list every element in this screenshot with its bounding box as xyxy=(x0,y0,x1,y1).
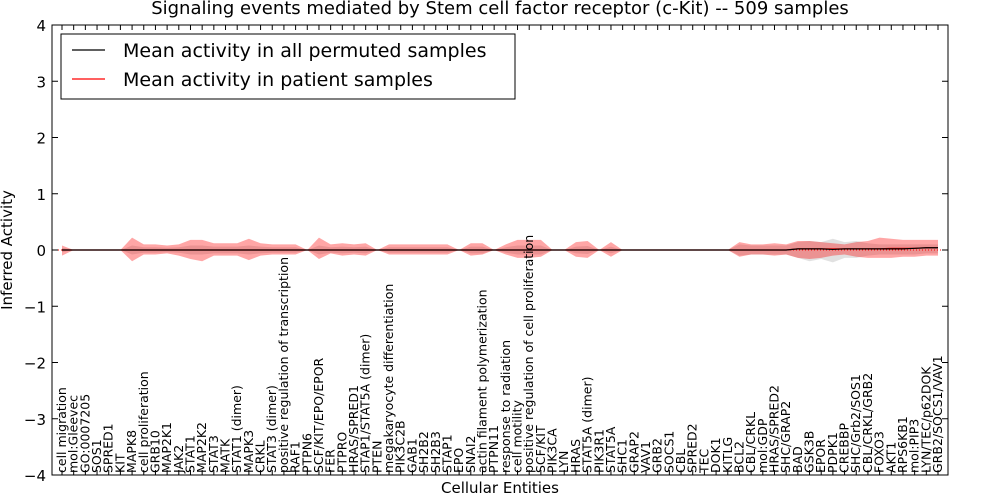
x-tick-label: PTPN6 xyxy=(299,433,314,473)
y-tick-label: 1 xyxy=(36,186,46,204)
plot-frame xyxy=(51,24,949,476)
x-tick-label: cell proliferation xyxy=(136,371,151,473)
x-tick-label: CREBBP xyxy=(837,423,852,473)
x-tick-label: LYN/TEC/p62DOK xyxy=(918,366,933,473)
x-tick-label: STAT5A (dimer) xyxy=(580,377,595,473)
x-tick-label: SHC1 xyxy=(615,439,630,473)
x-tick-label: SHC/Grb2/SOS1 xyxy=(848,374,863,473)
x-tick-label: mol:GDP xyxy=(755,418,770,473)
x-tick-label: SCF/KIT/EPO/EPOR xyxy=(311,357,326,473)
x-tick-label: CBL xyxy=(673,449,688,473)
plot-area xyxy=(52,237,948,263)
x-tick-label: PTEN xyxy=(369,441,384,473)
x-tick-label: HRAS/SPRED1 xyxy=(346,385,361,473)
y-tick-label: 2 xyxy=(36,130,46,148)
x-tick-label: GRB2 xyxy=(650,438,665,473)
legend-label-permuted: Mean activity in all permuted samples xyxy=(123,40,486,62)
series-line-permuted xyxy=(62,247,938,251)
x-tick-label: SPRED1 xyxy=(101,423,116,473)
x-tick-label: SPRED2 xyxy=(685,423,700,473)
x-axis: cell migrationmol:GleevecGO:0007205SOS1S… xyxy=(54,25,945,475)
x-tick-label: CRKL xyxy=(253,440,268,473)
x-tick-label: mol:PIP3 xyxy=(907,419,922,473)
x-tick-label: FOXO3 xyxy=(872,431,887,473)
x-tick-label: LYN xyxy=(556,451,571,473)
y-tick-label: 4 xyxy=(36,17,46,35)
x-tick-label: SCF/KIT xyxy=(533,425,548,473)
x-tick-label: GRB2/SOCS1/VAV1 xyxy=(930,355,945,473)
x-tick-label: MAP2K2 xyxy=(194,422,209,473)
legend-box xyxy=(60,33,516,100)
y-axis: −4 −3 −2 −1 0 1 2 3 4 xyxy=(24,17,948,485)
x-tick-label: HRAS/SPRED2 xyxy=(766,385,781,473)
x-tick-label: MAPK8 xyxy=(124,430,139,473)
x-tick-label: TEC xyxy=(696,448,711,474)
x-tick-label: SOCS1 xyxy=(661,431,676,473)
y-tick-label: −3 xyxy=(24,411,46,429)
x-tick-label: JAK2 xyxy=(171,445,186,474)
x-tick-label: STAT3 (dimer) xyxy=(264,385,279,473)
x-tick-label: PTPRO xyxy=(334,432,349,473)
y-tick-label: −2 xyxy=(24,355,46,373)
x-tick-label: HRAS xyxy=(568,439,583,473)
x-tick-label: cell migration xyxy=(54,387,69,473)
y-tick-label: 0 xyxy=(36,242,46,260)
x-axis-label: Cellular Entities xyxy=(441,479,559,497)
x-tick-label: positive regulation of cell proliferatio… xyxy=(521,235,536,473)
x-tick-label: megakaryocyte differentiation xyxy=(381,284,396,473)
y-axis-label: Inferred Activity xyxy=(0,190,16,310)
x-tick-label: GRB10 xyxy=(147,430,162,473)
x-tick-label: GO:0007205 xyxy=(77,394,92,473)
x-tick-label: MATK xyxy=(218,438,233,473)
x-tick-label: mol:Gleevec xyxy=(66,395,81,473)
x-tick-label: PIK3R1 xyxy=(591,429,606,473)
x-tick-label: SOS1 xyxy=(89,439,104,473)
x-tick-label: GSK3B xyxy=(802,431,817,473)
x-tick-label: DOK1 xyxy=(708,437,723,473)
x-tick-label: STAT1 (dimer) xyxy=(229,385,244,473)
x-tick-label: response to radiation xyxy=(498,340,513,473)
x-tick-label: PDPK1 xyxy=(825,432,840,473)
x-tick-label: positive regulation of transcription xyxy=(276,257,291,473)
x-tick-label: VAV1 xyxy=(638,441,653,473)
x-tick-label: KITLG xyxy=(720,437,735,473)
x-tick-label: RAF1 xyxy=(288,441,303,473)
x-tick-label: SNAI2 xyxy=(463,436,478,473)
x-tick-label: RPS6KB1 xyxy=(895,416,910,473)
x-tick-label: STAT5A xyxy=(603,426,618,473)
y-tick-label: 3 xyxy=(36,73,46,91)
x-tick-label: PIK3CA xyxy=(545,428,560,473)
x-tick-label: actin filament polymerization xyxy=(474,289,489,473)
x-tick-label: PIK3C2B xyxy=(393,420,408,473)
x-tick-label: BCL2 xyxy=(731,441,746,473)
x-tick-label: GAB1 xyxy=(404,438,419,473)
x-tick-label: STAP1 xyxy=(439,434,454,473)
x-tick-label: PTPN11 xyxy=(486,425,501,473)
legend: Mean activity in all permuted samples Me… xyxy=(60,33,516,100)
x-tick-label: CBL/CRKL xyxy=(743,412,758,473)
x-tick-label: EPO xyxy=(451,448,466,473)
x-tick-label: EPOR xyxy=(813,439,828,473)
x-tick-label: MAPK3 xyxy=(241,430,256,473)
y-tick-label: −4 xyxy=(24,467,46,485)
x-tick-label: cell motility xyxy=(510,399,525,473)
x-tick-label: STAT1 xyxy=(182,435,197,473)
legend-label-patient: Mean activity in patient samples xyxy=(123,69,433,91)
x-tick-label: MAP2K1 xyxy=(159,422,174,473)
x-tick-label: CBL/CRKL/GRB2 xyxy=(860,373,875,473)
x-tick-label: STAP1/STAT5A (dimer) xyxy=(358,334,373,473)
x-tick-label: SH2B3 xyxy=(428,431,443,473)
x-tick-label: KIT xyxy=(112,453,127,473)
chart-title: Signaling events mediated by Stem cell f… xyxy=(151,0,849,19)
x-tick-label: SHC/GRAP2 xyxy=(778,401,793,473)
x-tick-label: SH2B2 xyxy=(416,431,431,473)
x-tick-label: BAD xyxy=(790,446,805,473)
x-tick-label: STAT3 xyxy=(206,435,221,473)
x-tick-label: AKT1 xyxy=(883,442,898,473)
y-tick-label: −1 xyxy=(24,298,46,316)
x-tick-label: GRAP2 xyxy=(626,431,641,473)
x-tick-label: FER xyxy=(323,449,338,473)
